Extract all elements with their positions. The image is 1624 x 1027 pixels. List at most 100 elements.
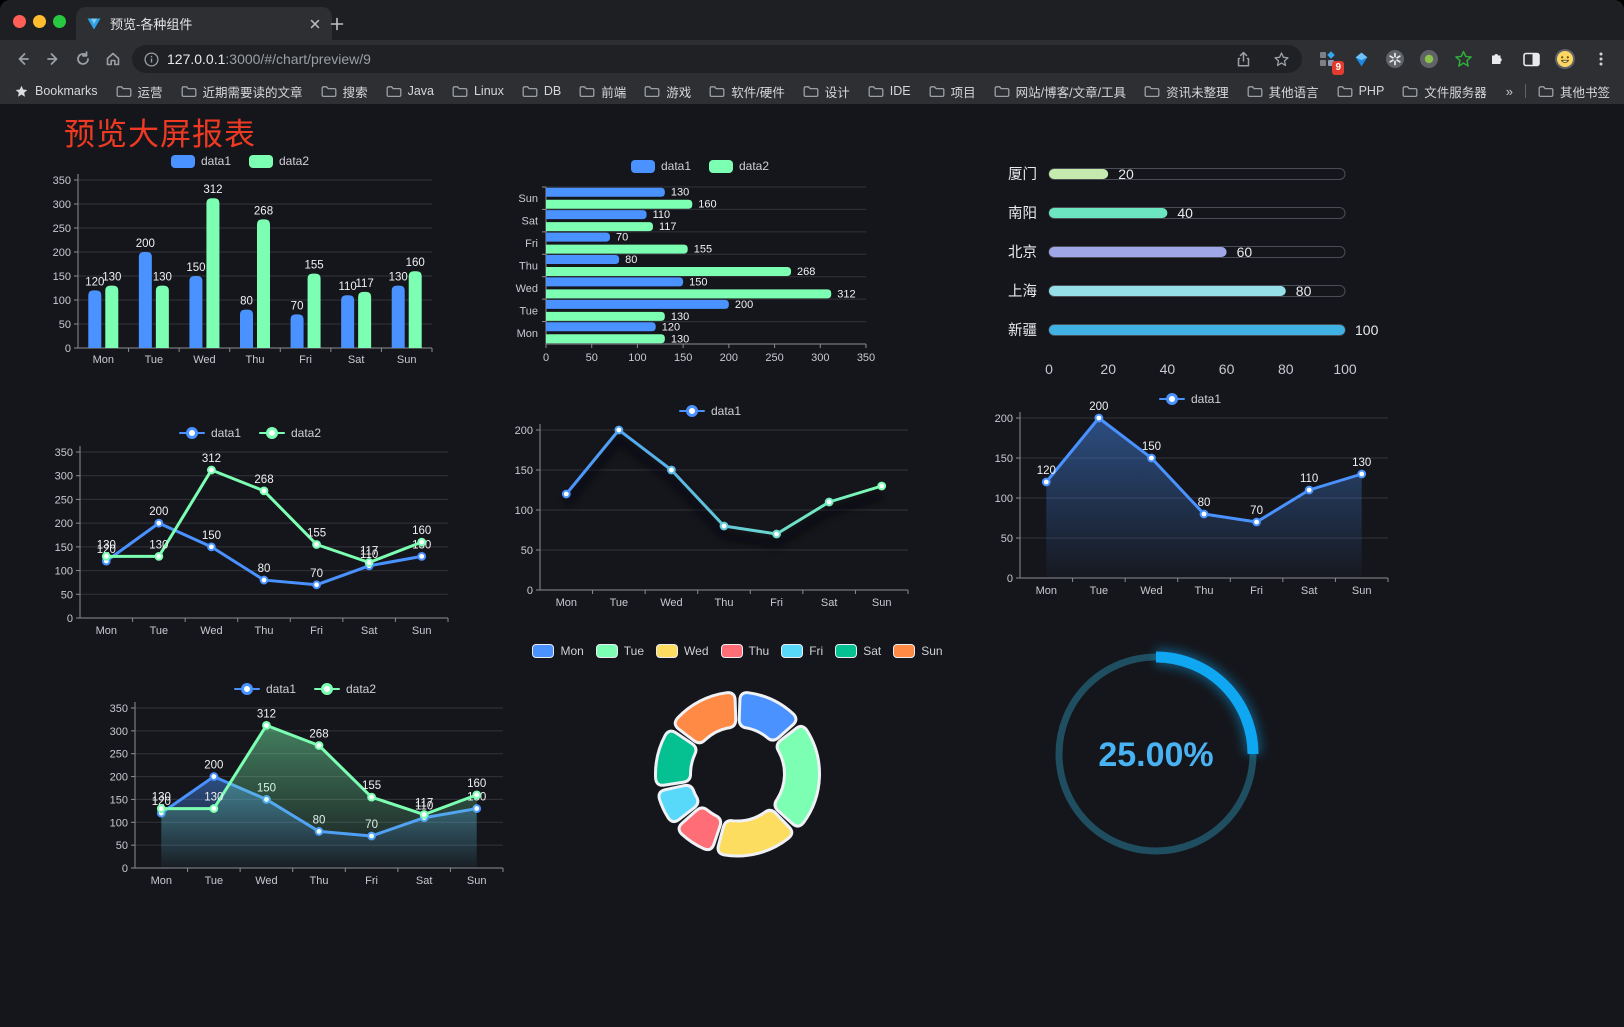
bookmarks-overflow-chevron[interactable]: » [1505,83,1513,99]
legend-item-data2[interactable]: data2 [314,682,376,696]
donut-chart-svg [654,691,821,858]
bookmark-folder[interactable]: 其他语言 [1247,82,1319,101]
bookmark-folder[interactable]: 游戏 [644,82,691,101]
maximize-window-button[interactable] [53,15,66,28]
legend-label: data1 [710,404,742,418]
svg-text:Mon: Mon [96,625,117,637]
bookmarks-divider [1524,84,1526,98]
svg-text:250: 250 [765,352,783,364]
svg-text:Thu: Thu [246,354,265,366]
gem-icon[interactable] [1348,46,1374,72]
svg-text:70: 70 [616,232,628,244]
svg-text:130: 130 [153,272,172,284]
bookmark-folder[interactable]: 前端 [579,82,626,101]
svg-text:60: 60 [1237,244,1253,260]
legend-item-thu[interactable]: Thu [720,644,769,658]
legend-item-data1[interactable]: data1 [1158,392,1221,406]
svg-text:Sat: Sat [416,875,433,887]
legend-item-data1[interactable]: data1 [233,682,296,696]
reload-button[interactable] [68,44,98,74]
record-icon[interactable] [1416,46,1442,72]
svg-text:155: 155 [362,780,381,792]
svg-text:Fri: Fri [1250,585,1263,597]
browser-menu-icon[interactable] [1586,44,1616,74]
bookmark-folder[interactable]: 运营 [116,82,163,101]
svg-text:80: 80 [1198,497,1211,509]
svg-text:100: 100 [515,505,533,517]
legend-item-data1[interactable]: data1 [170,154,231,168]
line-chart-svg: 0 50 100 150 200 250 300 350 Mon Tue Wed Thu Fri Sat S… [55,446,449,637]
share-icon[interactable] [1228,44,1258,74]
site-info-icon[interactable] [144,51,159,67]
legend-item-data2[interactable]: data2 [259,426,321,440]
line-chart-svg: 0 50 100 150 200 Mon Tue Wed Thu Fri Sat Sun [515,424,909,609]
bookmark-folder[interactable]: 网站/博客/文章/工具 [994,82,1126,101]
home-button[interactable] [98,44,128,74]
emoji-avatar-icon[interactable] [1552,46,1578,72]
url-path: :3000/#/chart/preview/9 [225,51,371,67]
extensions-grid-icon[interactable]: 9 [1314,46,1344,75]
legend-item-fri[interactable]: Fri [781,644,823,658]
puzzle-icon[interactable] [1484,46,1510,72]
legend-item-sat[interactable]: Sat [835,644,881,658]
bookmark-folder[interactable]: 近期需要读的文章 [181,82,303,101]
legend-item-wed[interactable]: Wed [656,644,709,658]
svg-text:120: 120 [152,796,171,808]
svg-text:新疆: 新疆 [1008,322,1037,339]
legend-item-data1[interactable]: data1 [630,159,691,173]
bookmark-folder[interactable]: Java [386,84,434,98]
other-bookmarks[interactable]: 其他书签 [1538,82,1610,101]
svg-text:150: 150 [689,276,707,288]
svg-text:100: 100 [1333,361,1357,377]
address-bar[interactable]: 127.0.0.1:3000/#/chart/preview/9 [132,45,1302,73]
side-panel-icon[interactable] [1518,46,1544,72]
bookmark-folder[interactable]: 文件服务器 [1402,82,1487,101]
legend-label: data2 [739,159,770,173]
legend-item-sun[interactable]: Sun [893,644,943,658]
new-tab-button[interactable] [322,9,352,39]
bookmark-folder[interactable]: 软件/硬件 [709,82,785,101]
svg-text:Fri: Fri [365,875,378,887]
svg-text:130: 130 [671,311,689,323]
legend-item-data1[interactable]: data1 [178,426,241,440]
star-outline-green-icon[interactable] [1450,46,1476,72]
close-window-button[interactable] [13,15,26,28]
svg-text:300: 300 [55,471,73,483]
bookmarks-star-icon [14,84,29,99]
url-host: 127.0.0.1 [167,51,226,67]
svg-text:50: 50 [1001,533,1013,545]
chart-legend: data1 data2 [40,154,440,168]
legend-item-data2[interactable]: data2 [249,154,309,168]
legend-swatch [314,683,340,695]
url-text: 127.0.0.1:3000/#/chart/preview/9 [167,51,1220,67]
tab-close-icon[interactable] [308,17,322,31]
bookmark-folder[interactable]: 资讯未整理 [1144,82,1229,101]
svg-text:Fri: Fri [770,597,783,609]
bookmark-folder[interactable]: IDE [868,84,911,98]
bookmark-folder[interactable]: PHP [1337,84,1384,98]
bookmark-folder[interactable]: Linux [452,84,504,98]
legend-item-mon[interactable]: Mon [532,644,584,658]
bookmark-folder[interactable]: 项目 [929,82,976,101]
folder-icon [1144,85,1160,98]
legend-item-data1[interactable]: data1 [678,404,742,418]
tab-strip: 预览-各种组件 [0,0,1624,40]
bookmark-folder[interactable]: 设计 [803,82,850,101]
svg-text:300: 300 [53,199,71,211]
bookmark-star-icon[interactable] [1266,44,1296,74]
bookmarks-root[interactable]: Bookmarks [14,84,98,99]
svg-text:200: 200 [53,247,71,259]
browser-tab[interactable]: 预览-各种组件 [76,7,332,40]
chart-grouped-bar: data1 data2 0 50 100 150 200 250 300 350 Mon 120 130… [40,150,440,370]
svg-text:Wed: Wed [200,625,222,637]
legend-item-data2[interactable]: data2 [709,159,769,173]
chart-legend: data1 [980,392,1400,406]
asterisk-wheel-icon[interactable] [1382,46,1408,72]
minimize-window-button[interactable] [33,15,46,28]
bookmark-folder-label: IDE [889,84,911,98]
bookmark-folder[interactable]: DB [522,84,561,98]
bookmark-folder[interactable]: 搜索 [321,82,368,101]
forward-button[interactable] [38,44,68,74]
back-button[interactable] [8,44,38,74]
legend-item-tue[interactable]: Tue [595,644,644,658]
